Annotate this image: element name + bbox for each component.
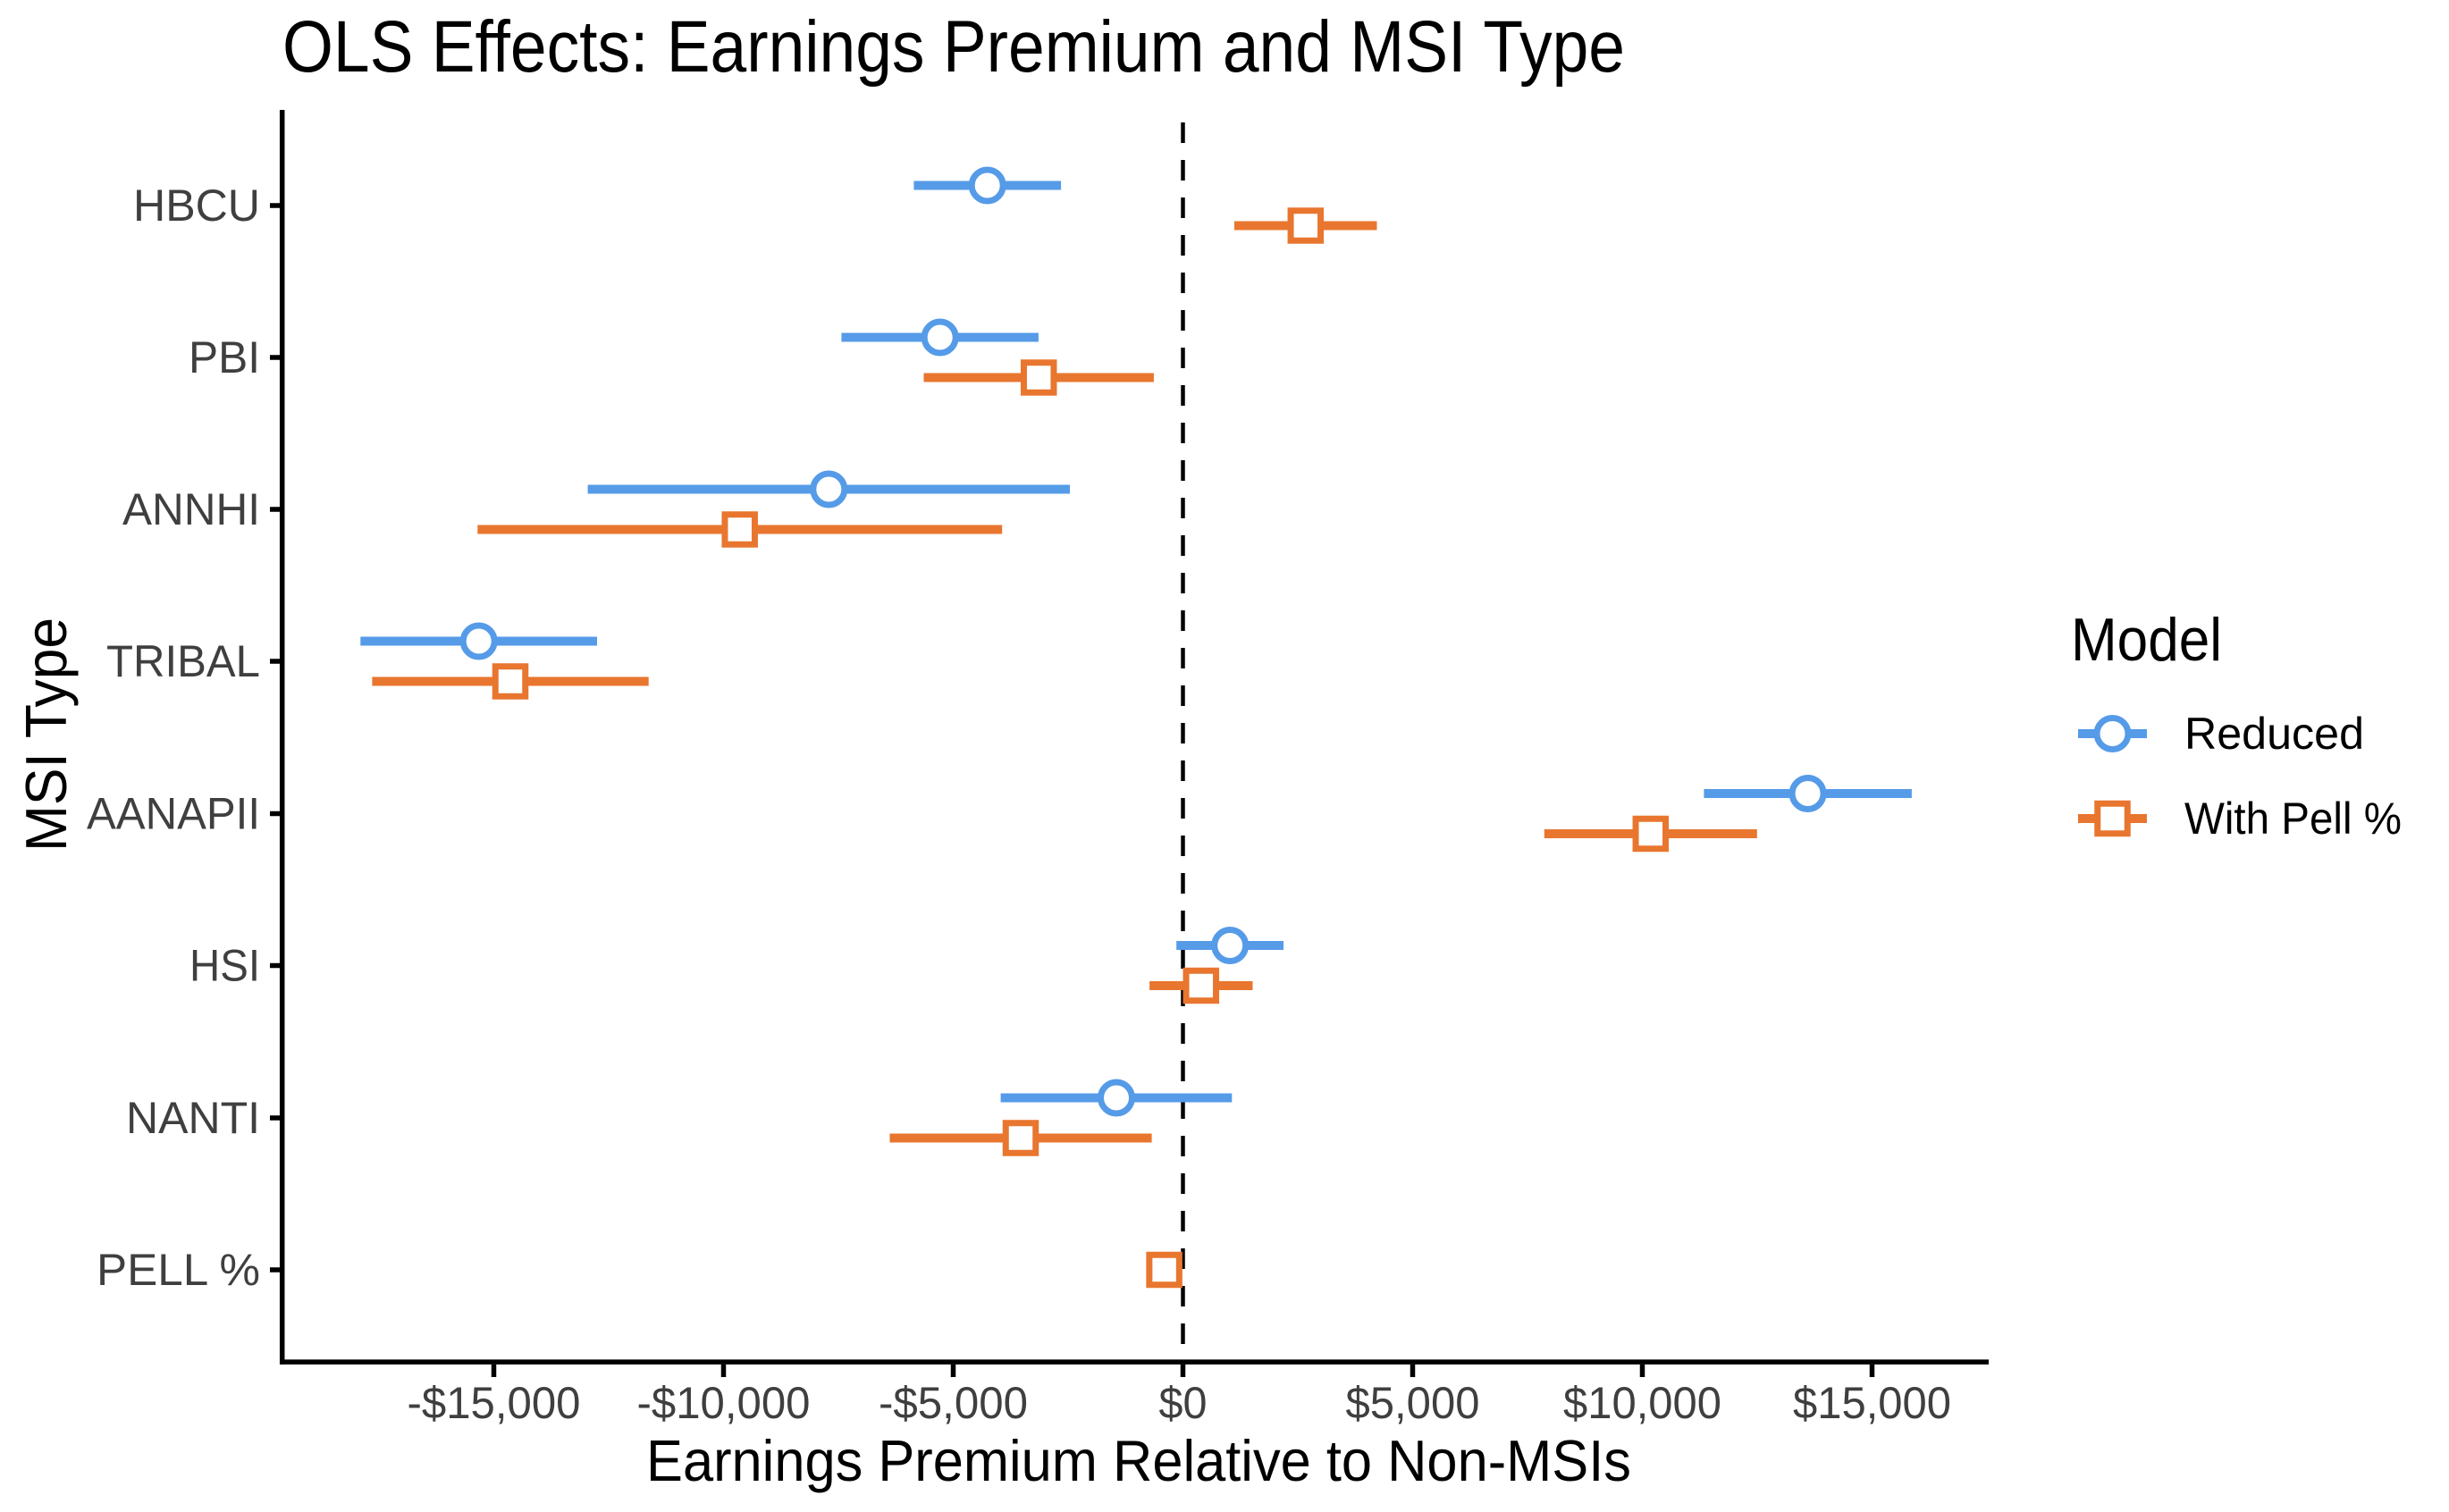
svg-text:$15,000: $15,000 [1793,1378,1951,1428]
svg-text:$0: $0 [1159,1378,1208,1428]
svg-text:OLS Effects: Earnings Premium: OLS Effects: Earnings Premium and MSI Ty… [282,6,1625,88]
svg-text:ANNHI: ANNHI [122,484,260,534]
svg-text:HSI: HSI [189,941,260,991]
svg-text:PELL %: PELL % [97,1245,260,1295]
svg-text:Earnings Premium Relative to N: Earnings Premium Relative to Non-MSIs [646,1428,1631,1493]
svg-text:MSI Type: MSI Type [13,617,79,852]
svg-text:Model: Model [2071,606,2222,674]
svg-text:-$15,000: -$15,000 [408,1378,581,1428]
svg-text:$5,000: $5,000 [1346,1378,1480,1428]
svg-text:PBI: PBI [189,332,260,382]
svg-text:HBCU: HBCU [133,181,260,231]
svg-text:$10,000: $10,000 [1563,1378,1721,1428]
svg-text:TRIBAL: TRIBAL [106,636,260,686]
svg-text:-$10,000: -$10,000 [637,1378,811,1428]
svg-text:Reduced: Reduced [2184,709,2364,759]
svg-text:With Pell %: With Pell % [2184,794,2402,844]
svg-text:NANTI: NANTI [126,1093,260,1143]
svg-text:-$5,000: -$5,000 [879,1378,1028,1428]
svg-text:AANAPII: AANAPII [87,789,260,839]
